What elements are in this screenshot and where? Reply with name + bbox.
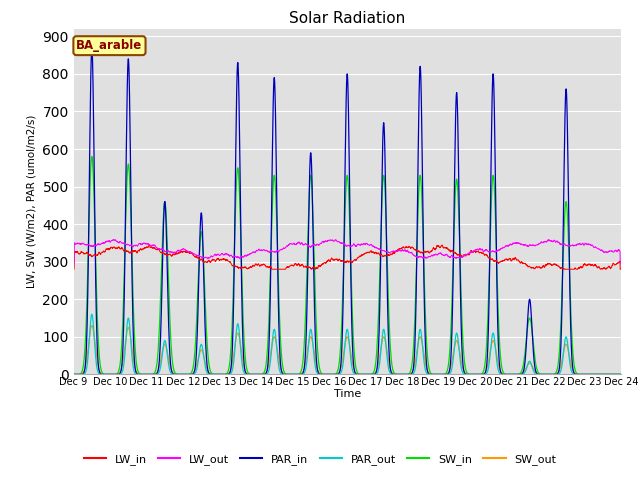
Text: BA_arable: BA_arable bbox=[76, 39, 143, 52]
Legend: LW_in, LW_out, PAR_in, PAR_out, SW_in, SW_out: LW_in, LW_out, PAR_in, PAR_out, SW_in, S… bbox=[79, 450, 561, 469]
X-axis label: Time: Time bbox=[333, 389, 361, 398]
Title: Solar Radiation: Solar Radiation bbox=[289, 11, 405, 26]
Y-axis label: LW, SW (W/m2), PAR (umol/m2/s): LW, SW (W/m2), PAR (umol/m2/s) bbox=[27, 115, 37, 288]
